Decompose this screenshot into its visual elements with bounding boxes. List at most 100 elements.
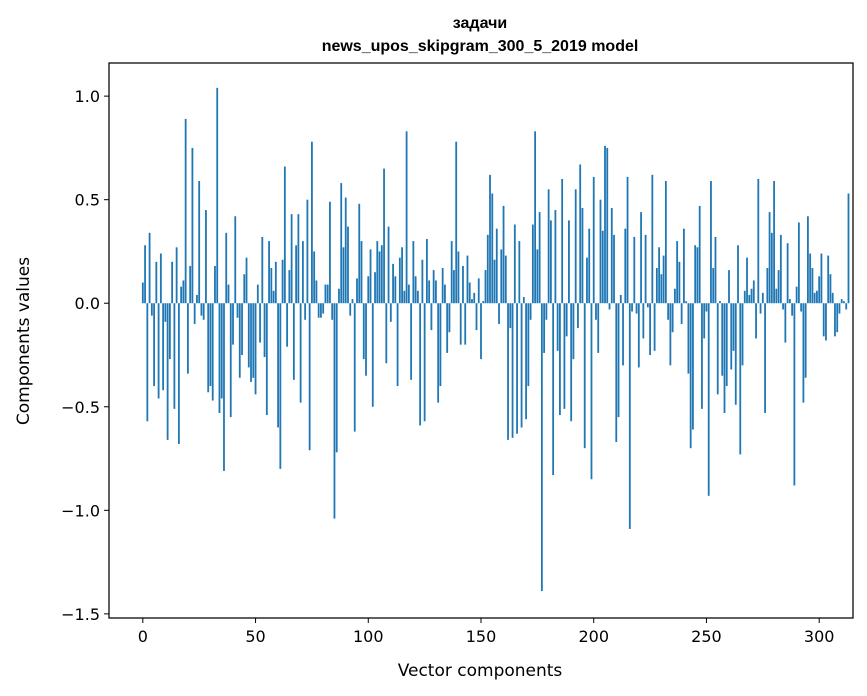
bar	[252, 303, 255, 378]
bar	[743, 290, 746, 304]
y-tick-label: 0.5	[75, 191, 100, 210]
bar	[378, 251, 381, 304]
bar	[802, 303, 805, 403]
bar	[739, 303, 742, 455]
bar	[552, 303, 555, 476]
bar	[464, 303, 467, 345]
bar	[340, 183, 343, 304]
bar	[229, 303, 232, 418]
bar	[610, 207, 613, 304]
bar	[367, 276, 370, 304]
bar	[209, 303, 212, 387]
bar	[491, 193, 494, 304]
bar	[667, 303, 670, 320]
bar	[446, 303, 449, 353]
bar	[471, 299, 473, 304]
y-tick-label: −1.0	[61, 501, 100, 520]
bar	[676, 241, 679, 304]
bar	[592, 176, 595, 304]
bar	[349, 303, 352, 316]
bar	[453, 270, 455, 304]
plot-frame	[108, 62, 854, 619]
bar	[588, 228, 591, 304]
y-ticks: −1.5 −1.0 −0.5 0.0 0.5 1.0	[61, 87, 109, 624]
bar	[836, 303, 839, 333]
bars	[141, 87, 850, 592]
bar	[820, 253, 823, 304]
bar	[500, 249, 503, 304]
x-tick-label: 0	[138, 627, 148, 646]
bar	[599, 199, 602, 304]
bar	[840, 299, 843, 304]
bar	[439, 303, 442, 387]
bar	[301, 241, 304, 304]
bar	[626, 176, 629, 304]
bar	[502, 205, 505, 304]
bar	[396, 303, 399, 387]
bar	[416, 290, 419, 304]
x-tick-label: 300	[804, 627, 835, 646]
bar	[457, 251, 460, 304]
bar	[376, 241, 379, 304]
bar	[694, 245, 697, 304]
bar	[732, 303, 735, 351]
bar	[342, 247, 345, 304]
bar	[333, 303, 336, 519]
bar	[834, 303, 836, 337]
bar	[597, 303, 600, 353]
bar	[522, 297, 525, 304]
bar	[256, 284, 259, 304]
bar	[410, 303, 413, 380]
bar	[394, 276, 397, 304]
bar	[146, 303, 149, 422]
bar	[797, 222, 800, 304]
bar	[741, 303, 744, 366]
bar	[371, 303, 374, 407]
bar	[518, 241, 521, 304]
bar	[705, 303, 708, 312]
bar	[786, 243, 789, 304]
bar	[421, 259, 424, 304]
bar	[710, 181, 712, 304]
bar	[450, 241, 453, 304]
bar	[326, 284, 329, 304]
bar	[631, 303, 633, 312]
x-tick-label: 250	[691, 627, 722, 646]
bar	[716, 303, 719, 395]
bar	[281, 259, 284, 304]
bar	[795, 286, 798, 304]
bar	[511, 303, 514, 438]
bar	[633, 236, 636, 304]
bar	[403, 290, 406, 304]
bar	[737, 245, 739, 304]
bar	[317, 303, 320, 318]
bar	[642, 303, 645, 339]
bar	[527, 303, 530, 387]
bar	[807, 216, 809, 304]
bar	[216, 87, 219, 304]
x-axis-label: Vector components	[398, 661, 563, 681]
bar	[529, 303, 532, 320]
bar	[791, 303, 794, 316]
chart-title-line-1: задачи	[453, 15, 507, 32]
bar	[520, 303, 523, 428]
bar	[723, 303, 726, 413]
bar	[637, 303, 640, 368]
bar	[563, 303, 566, 409]
bar	[748, 294, 751, 304]
bar	[272, 290, 275, 304]
bar	[653, 303, 656, 351]
bar	[157, 303, 160, 399]
bar	[549, 220, 552, 304]
bar	[322, 303, 325, 314]
y-tick-label: 1.0	[75, 87, 100, 106]
bar	[182, 280, 185, 304]
bar	[335, 303, 338, 453]
bar	[680, 303, 683, 324]
bar	[703, 303, 706, 339]
bar	[829, 274, 832, 304]
bar	[547, 189, 550, 304]
bar	[211, 303, 214, 401]
bar	[338, 288, 340, 304]
bar	[516, 303, 518, 434]
